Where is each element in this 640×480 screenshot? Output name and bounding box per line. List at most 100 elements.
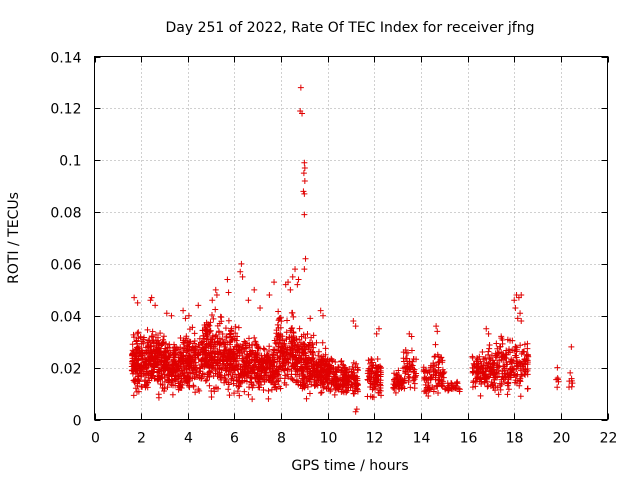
data-point [568,343,575,350]
data-point [233,376,240,383]
data-point [298,356,305,363]
data-point [258,352,265,359]
data-point [391,377,398,384]
data-point [500,363,507,370]
data-point [148,361,155,368]
data-point [225,317,232,324]
data-point [200,332,207,339]
chart-title: Day 251 of 2022, Rate Of TEC Index for r… [166,20,535,36]
data-point [203,319,210,326]
data-point [183,366,190,373]
data-point [406,363,413,370]
data-point [353,385,360,392]
data-point [284,358,291,365]
data-point [279,344,286,351]
data-point [435,390,442,397]
data-point [173,367,180,374]
data-point [144,326,151,333]
data-point [229,373,236,380]
data-point [236,347,243,354]
data-point [290,313,297,320]
data-point [400,380,407,387]
data-point [135,377,142,384]
data-point [155,355,162,362]
data-point [202,377,209,384]
data-point [302,335,309,342]
data-point [228,337,235,344]
data-point [270,357,277,364]
data-point [244,369,251,376]
data-point [160,352,167,359]
data-point [296,373,303,380]
data-point [225,289,232,296]
data-point [483,325,490,332]
data-point [139,383,146,390]
data-point [186,384,193,391]
data-point [566,378,573,385]
data-point [208,388,215,395]
data-point [438,354,445,361]
data-point [313,339,320,346]
data-point [242,345,249,352]
data-point [301,177,308,184]
data-point [168,379,175,386]
data-point [249,396,256,403]
data-point [296,367,303,374]
data-point [195,350,202,357]
data-point [154,337,161,344]
data-point [433,361,440,368]
data-point [235,360,242,367]
data-point [407,384,414,391]
data-point [182,347,189,354]
data-point [285,279,292,286]
data-point [501,370,508,377]
data-point [511,347,518,354]
data-point [304,330,311,337]
data-point [425,379,432,386]
data-point [403,350,410,357]
data-point [408,347,415,354]
data-point [231,350,238,357]
data-point [131,294,138,301]
data-point [201,348,208,355]
data-point [176,383,183,390]
data-point [148,333,155,340]
data-point [237,379,244,386]
data-point [155,391,162,398]
data-point [146,350,153,357]
data-point [517,342,524,349]
data-point [367,360,374,367]
y-tick-label: 0.12 [50,102,81,118]
data-point [251,286,258,293]
data-point [142,384,149,391]
data-point [518,317,525,324]
data-point [430,388,437,395]
data-point [423,375,430,382]
data-point [495,370,502,377]
data-point [223,334,230,341]
data-point [302,373,309,380]
data-point [432,353,439,360]
data-point [134,299,141,306]
data-point [392,389,399,396]
data-point [195,341,202,348]
data-point [296,325,303,332]
data-point [496,380,503,387]
data-point [237,268,244,275]
data-point [283,381,290,388]
data-point [327,386,334,393]
data-point [155,340,162,347]
data-point [290,328,297,335]
data-point [169,362,176,369]
data-point [512,343,519,350]
data-point [180,337,187,344]
data-point [265,387,272,394]
data-point [203,377,210,384]
data-point [292,266,299,273]
data-point [309,355,316,362]
data-point [301,384,308,391]
data-point [486,355,493,362]
data-point [183,380,190,387]
data-point [160,333,167,340]
data-point [300,170,307,177]
